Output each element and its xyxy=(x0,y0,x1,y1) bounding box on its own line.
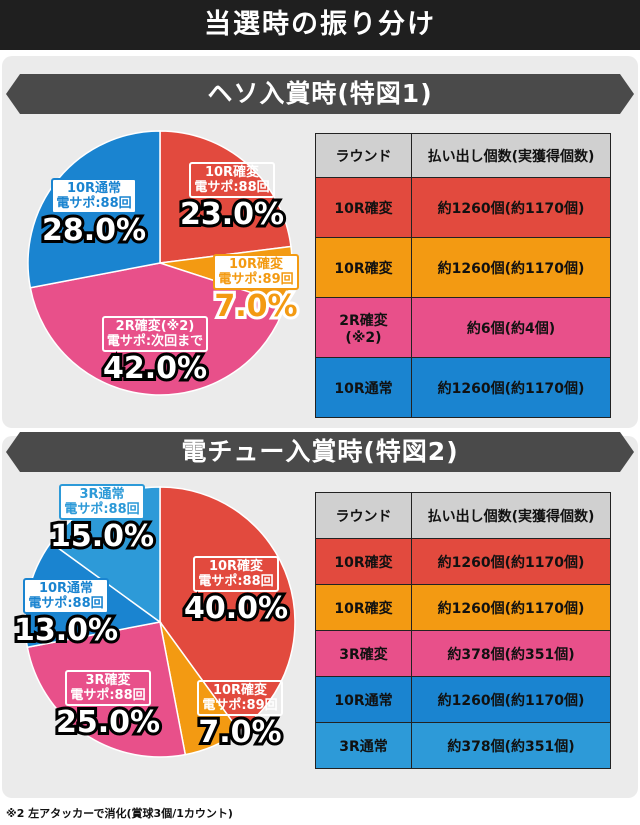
round-cell: 10R確変 xyxy=(315,177,412,238)
heso-label-red: 10R確変 電サポ:88回 23.0% xyxy=(176,162,288,235)
denchu-label-blue: 10R通常 電サポ:88回 13.0% xyxy=(10,578,122,651)
denchu-label-red: 10R確変 電サポ:88回 40.0% xyxy=(180,556,292,629)
payout-cell: 約1260個(約1170個) xyxy=(411,357,611,418)
heso-orange-pct: 7.0% xyxy=(211,287,300,327)
table-row: 10R確変 約1260個(約1170個) xyxy=(315,237,611,298)
heso-label-blue: 10R通常 電サポ:88回 28.0% xyxy=(36,178,152,251)
header-payout: 払い出し個数(実獲得個数) xyxy=(411,133,611,178)
table-row: 10R確変 約1260個(約1170個) xyxy=(315,177,611,238)
heso-red-line1: 10R確変 xyxy=(204,165,260,180)
table-row: 3R通常 約378個(約351個) xyxy=(315,722,611,769)
payout-cell: 約1260個(約1170個) xyxy=(411,237,611,298)
round-cell: 10R確変 xyxy=(315,584,412,631)
heso-label-pink: 2R確変(※2) 電サポ:次回まで 42.0% xyxy=(90,316,220,389)
page-title: 当選時の振り分け xyxy=(0,0,640,50)
denchu-round-table: ラウンド 払い出し個数(実獲得個数) 10R確変 約1260個(約1170個) … xyxy=(315,492,611,769)
round-cell: 3R確変 xyxy=(315,630,412,677)
round-line1: 2R確変 xyxy=(339,312,388,329)
payout-cell: 約1260個(約1170個) xyxy=(411,676,611,723)
heso-pink-line2: 電サポ:次回まで xyxy=(106,334,204,349)
denchu-red-pct: 40.0% xyxy=(181,589,291,629)
denchu-pink-pct: 25.0% xyxy=(53,703,163,743)
round-cell: 10R確変 xyxy=(315,237,412,298)
heso-pink-pct: 42.0% xyxy=(100,349,210,389)
heso-title: ヘソ入賞時(特図1) xyxy=(20,74,620,114)
denchu-pink-line1: 3R確変 xyxy=(85,673,131,688)
heso-blue-pct: 28.0% xyxy=(39,211,149,251)
table-row: 2R確変 (※2) 約6個(約4個) xyxy=(315,297,611,358)
footnote: ※2 左アタッカーで消化(賞球3個/1カウント) xyxy=(6,807,233,820)
denchu-lightblue-pct: 15.0% xyxy=(47,517,157,557)
payout-cell: 約1260個(約1170個) xyxy=(411,584,611,631)
heso-banner: ヘソ入賞時(特図1) xyxy=(6,74,634,114)
heso-red-pct: 23.0% xyxy=(177,195,287,235)
table-row: 10R通常 約1260個(約1170個) xyxy=(315,676,611,723)
denchu-banner: 電チュー入賞時(特図2) xyxy=(6,432,634,472)
denchu-red-line1: 10R確変 xyxy=(208,559,264,574)
payout-cell: 約1260個(約1170個) xyxy=(411,538,611,585)
payout-cell: 約1260個(約1170個) xyxy=(411,177,611,238)
heso-blue-line1: 10R通常 xyxy=(66,181,122,196)
denchu-red-line2: 電サポ:88回 xyxy=(198,574,274,589)
table-header-row: ラウンド 払い出し個数(実獲得個数) xyxy=(315,492,611,539)
round-line2: (※2) xyxy=(345,329,382,346)
denchu-title: 電チュー入賞時(特図2) xyxy=(20,432,620,472)
round-cell: 2R確変 (※2) xyxy=(315,297,412,358)
header-round: ラウンド xyxy=(315,492,412,539)
round-cell: 10R確変 xyxy=(315,538,412,585)
denchu-orange-line1: 10R確変 xyxy=(212,683,268,698)
table-header-row: ラウンド 払い出し個数(実獲得個数) xyxy=(315,133,611,178)
denchu-orange-line2: 電サポ:89回 xyxy=(202,698,278,713)
table-row: 10R確変 約1260個(約1170個) xyxy=(315,538,611,585)
table-row: 10R確変 約1260個(約1170個) xyxy=(315,584,611,631)
pie-slice-2 xyxy=(26,621,187,758)
denchu-blue-line2: 電サポ:88回 xyxy=(28,596,104,611)
denchu-label-pink: 3R確変 電サポ:88回 25.0% xyxy=(50,670,166,743)
heso-round-table: ラウンド 払い出し個数(実獲得個数) 10R確変 約1260個(約1170個) … xyxy=(315,133,611,418)
pie-slice-0 xyxy=(159,486,296,733)
heso-pink-line1: 2R確変(※2) xyxy=(115,319,195,334)
denchu-label-orange: 10R確変 電サポ:89回 7.0% xyxy=(190,680,290,753)
table-row: 10R通常 約1260個(約1170個) xyxy=(315,357,611,418)
denchu-blue-pct: 13.0% xyxy=(11,611,121,651)
denchu-label-lightblue: 3R通常 電サポ:88回 15.0% xyxy=(46,484,158,557)
round-cell: 10R通常 xyxy=(315,357,412,418)
payout-cell: 約378個(約351個) xyxy=(411,722,611,769)
pie-slice-2 xyxy=(29,262,287,396)
round-cell: 3R通常 xyxy=(315,722,412,769)
heso-blue-line2: 電サポ:88回 xyxy=(56,196,132,211)
denchu-blue-line1: 10R通常 xyxy=(38,581,94,596)
payout-cell: 約378個(約351個) xyxy=(411,630,611,677)
denchu-orange-pct: 7.0% xyxy=(195,713,284,753)
denchu-pink-line2: 電サポ:88回 xyxy=(70,688,146,703)
heso-red-line2: 電サポ:88回 xyxy=(194,180,270,195)
denchu-lightblue-line2: 電サポ:88回 xyxy=(64,502,140,517)
round-cell: 10R通常 xyxy=(315,676,412,723)
header-round: ラウンド xyxy=(315,133,412,178)
payout-cell: 約6個(約4個) xyxy=(411,297,611,358)
heso-orange-line2: 電サポ:89回 xyxy=(218,272,294,287)
header-payout: 払い出し個数(実獲得個数) xyxy=(411,492,611,539)
heso-orange-line1: 10R確変 xyxy=(228,257,284,272)
denchu-lightblue-line1: 3R通常 xyxy=(79,487,125,502)
heso-label-orange: 10R確変 電サポ:89回 7.0% xyxy=(206,254,306,327)
table-row: 3R確変 約378個(約351個) xyxy=(315,630,611,677)
